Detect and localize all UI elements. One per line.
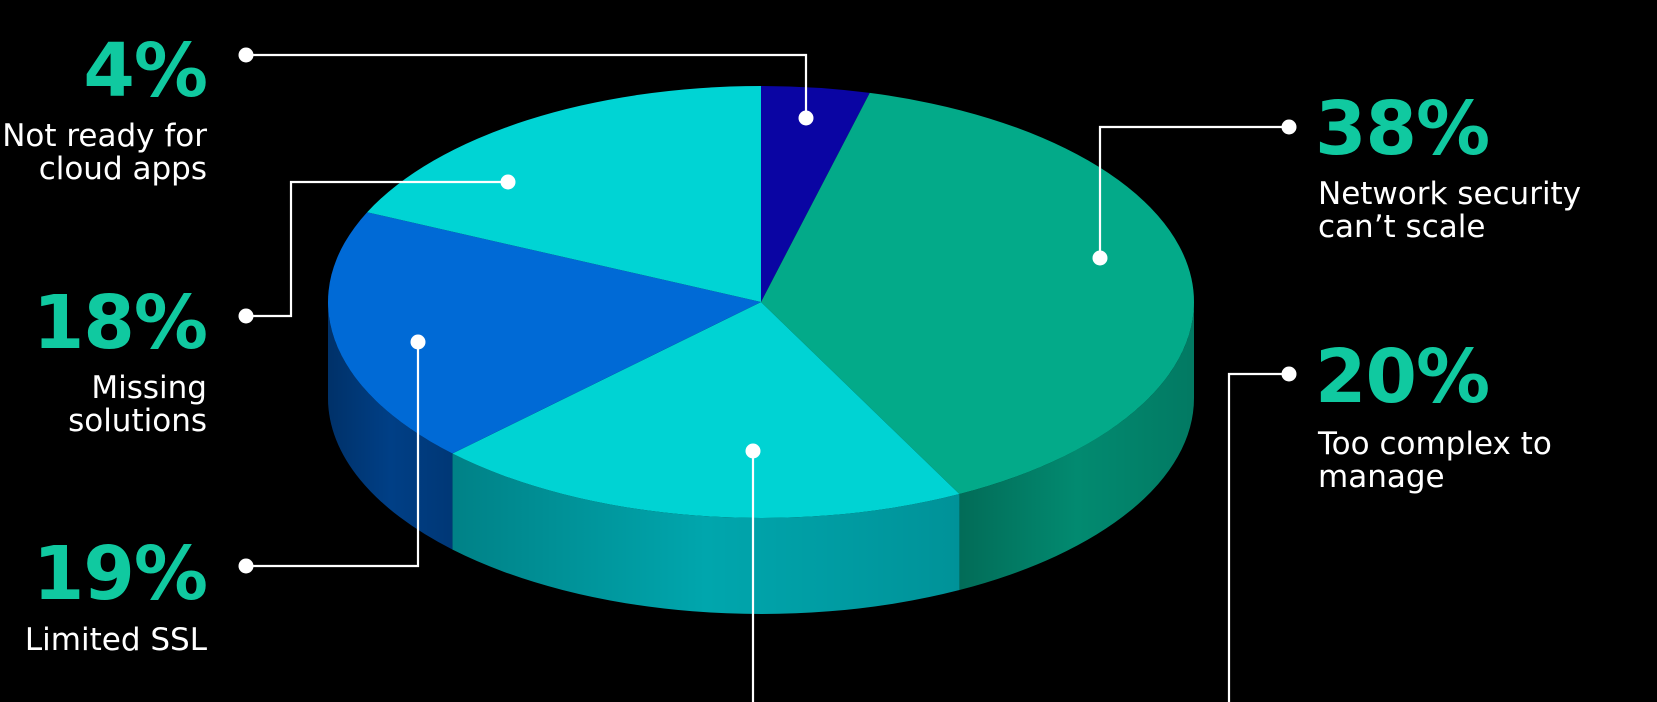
slice-label-limited-ssl: Limited SSL (24, 622, 207, 658)
leader-dot-limited-ssl (410, 334, 426, 350)
leader-dot-missing-solutions (238, 308, 254, 324)
label-line: Missing (91, 370, 207, 406)
pie-sides (328, 302, 1194, 614)
slice-label-missing: Missing solutions (68, 370, 207, 440)
leader-dot-too-complex (1281, 366, 1297, 382)
slice-pct-limited-ssl: 19% (32, 531, 208, 617)
pie-slice-too-complex (452, 302, 960, 519)
pie-slice-limited-ssl (327, 212, 761, 454)
label-line: solutions (68, 403, 207, 440)
leader-line-too-complex (1227, 372, 1289, 702)
leader-line-not-ready (246, 53, 808, 118)
leader-dot-center-slice (745, 443, 761, 459)
label-line: Network security (1318, 176, 1582, 212)
pie-side-shade-limited-ssl (328, 302, 453, 550)
slice-pct-not-ready: 4% (83, 28, 208, 114)
pie-side-shade-too-complex (452, 453, 960, 614)
pie-slice-not-ready (761, 86, 870, 302)
slice-pct-network: 38% (1315, 86, 1490, 172)
label-line: Limited SSL (24, 622, 207, 658)
leader-line-missing-solutions (246, 180, 508, 318)
leader-lines (238, 47, 1297, 702)
leader-dot-missing-solutions (500, 174, 516, 190)
label-line: manage (1318, 459, 1445, 496)
pie-side-shade-network-security (959, 302, 1194, 590)
pie-slice-network-security (761, 92, 1195, 494)
label-line: Not ready for (2, 118, 207, 154)
label-line: can’t scale (1318, 209, 1486, 246)
leader-dot-not-ready (798, 110, 814, 126)
leader-line-network-security (1098, 125, 1289, 258)
leader-dot-not-ready (238, 47, 254, 63)
leader-dot-network-security (1281, 119, 1297, 135)
slice-label-complex: Too complex to manage (1318, 426, 1552, 496)
label-line: cloud apps (38, 151, 207, 188)
slice-label-not-ready: Not ready for cloud apps (2, 118, 207, 188)
slice-label-network: Network security can’t scale (1318, 176, 1582, 246)
label-line: Too complex to (1318, 426, 1552, 462)
slice-pct-complex: 20% (1315, 334, 1490, 420)
slice-pct-missing: 18% (32, 280, 208, 366)
pie-tops (327, 85, 1195, 519)
leader-line-limited-ssl (246, 342, 420, 568)
leader-dot-limited-ssl (238, 558, 254, 574)
leader-dot-network-security (1092, 250, 1108, 266)
pie-slice-missing-solutions (367, 85, 761, 302)
